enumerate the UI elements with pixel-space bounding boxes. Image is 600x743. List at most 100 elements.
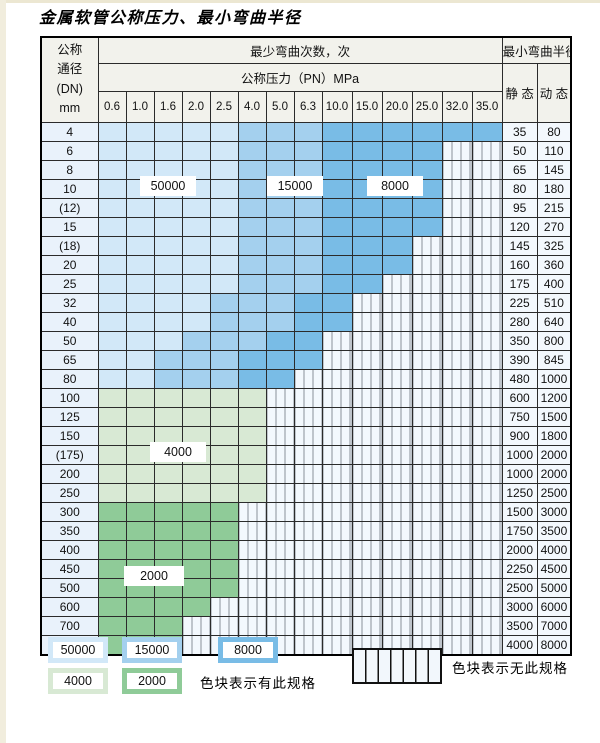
legend-swatch-50000: 50000 xyxy=(48,637,108,663)
pressure-column-header: 15.0 xyxy=(351,90,383,123)
spec-cell xyxy=(381,254,413,275)
no-spec-cell xyxy=(293,501,323,522)
dynamic-radius-cell: 400 xyxy=(536,273,572,294)
dn-cell: 80 xyxy=(40,368,99,389)
spec-cell xyxy=(351,121,383,142)
no-spec-cell xyxy=(351,520,383,541)
spec-cell xyxy=(209,159,239,180)
no-spec-cell xyxy=(411,368,443,389)
dynamic-radius-cell: 8000 xyxy=(536,634,572,655)
spec-cell xyxy=(181,235,211,256)
spec-cell xyxy=(209,349,239,370)
static-radius-cell: 900 xyxy=(501,425,538,446)
table-row: 100 600 1200 xyxy=(40,387,572,408)
static-radius-cell: 65 xyxy=(501,159,538,180)
spec-cell xyxy=(265,235,295,256)
no-spec-cell xyxy=(181,634,211,655)
spec-cell xyxy=(97,615,127,636)
spec-cell xyxy=(181,539,211,560)
no-spec-cell xyxy=(351,444,383,465)
no-spec-cell xyxy=(411,235,443,256)
no-spec-cell xyxy=(265,520,295,541)
pressure-column-header: 2.0 xyxy=(181,90,211,123)
pressure-column-header: 10.0 xyxy=(321,90,353,123)
no-spec-cell xyxy=(293,482,323,503)
no-spec-cell xyxy=(293,463,323,484)
spec-cell xyxy=(97,311,127,332)
table-row: 6 50 110 xyxy=(40,140,572,161)
spec-cell xyxy=(209,311,239,332)
table-row: 40 280 640 xyxy=(40,311,572,332)
no-spec-cell xyxy=(411,577,443,598)
no-spec-cell xyxy=(237,558,267,579)
dynamic-radius-cell: 2500 xyxy=(536,482,572,503)
table-row: 4 35 80 xyxy=(40,121,572,142)
spec-table: 公称 通径 (DN) mm 最少弯曲次数，次 最小弯曲半径 公称压力（PN）MP… xyxy=(40,36,573,656)
spec-cell xyxy=(97,235,127,256)
dynamic-radius-cell: 5000 xyxy=(536,577,572,598)
pressure-column-header: 4.0 xyxy=(237,90,267,123)
dynamic-radius-cell: 1800 xyxy=(536,425,572,446)
spec-cell xyxy=(97,178,127,199)
static-radius-cell: 750 xyxy=(501,406,538,427)
no-spec-cell xyxy=(411,292,443,313)
spec-cell xyxy=(97,425,127,446)
spec-cell xyxy=(381,121,413,142)
spec-cell xyxy=(411,216,443,237)
static-radius-cell: 2500 xyxy=(501,577,538,598)
dynamic-radius-cell: 215 xyxy=(536,197,572,218)
spec-cell xyxy=(321,140,353,161)
static-radius-cell: 1000 xyxy=(501,463,538,484)
no-spec-cell xyxy=(351,463,383,484)
dn-cell: 15 xyxy=(40,216,99,237)
spec-cell xyxy=(321,273,353,294)
dynamic-radius-cell: 325 xyxy=(536,235,572,256)
spec-cell xyxy=(125,406,155,427)
no-spec-cell xyxy=(471,292,503,313)
no-spec-cell xyxy=(381,311,413,332)
dynamic-radius-cell: 270 xyxy=(536,216,572,237)
spec-cell xyxy=(293,235,323,256)
static-radius-cell: 1500 xyxy=(501,501,538,522)
spec-cell xyxy=(209,520,239,541)
spec-cell xyxy=(441,121,473,142)
no-spec-cell xyxy=(471,216,503,237)
spec-cell xyxy=(125,216,155,237)
dn-cell: 250 xyxy=(40,482,99,503)
dynamic-header: 动 态 xyxy=(536,62,572,123)
dynamic-radius-cell: 845 xyxy=(536,349,572,370)
static-radius-cell: 1000 xyxy=(501,444,538,465)
no-spec-cell xyxy=(441,387,473,408)
no-spec-cell xyxy=(471,311,503,332)
spec-cell xyxy=(237,197,267,218)
no-spec-cell xyxy=(471,501,503,522)
no-spec-cell xyxy=(381,273,413,294)
no-spec-cell xyxy=(265,558,295,579)
spec-cell xyxy=(125,273,155,294)
page-title: 金属软管公称压力、最小弯曲半径 xyxy=(39,8,302,27)
spec-cell xyxy=(153,235,183,256)
spec-cell xyxy=(237,406,267,427)
table-row: 32 225 510 xyxy=(40,292,572,313)
spec-cell xyxy=(209,254,239,275)
static-radius-cell: 350 xyxy=(501,330,538,351)
no-spec-cell xyxy=(471,159,503,180)
spec-cell xyxy=(265,140,295,161)
table-row: 400 2000 4000 xyxy=(40,539,572,560)
no-spec-cell xyxy=(265,482,295,503)
spec-cell xyxy=(411,140,443,161)
spec-cell xyxy=(209,406,239,427)
no-spec-cell xyxy=(351,482,383,503)
no-spec-cell xyxy=(321,615,353,636)
dynamic-radius-cell: 145 xyxy=(536,159,572,180)
table-row: (18) 145 325 xyxy=(40,235,572,256)
dynamic-radius-cell: 3000 xyxy=(536,501,572,522)
spec-cell xyxy=(351,235,383,256)
no-spec-cell xyxy=(321,520,353,541)
spec-cell xyxy=(237,140,267,161)
spec-cell xyxy=(125,197,155,218)
dn-cell: 400 xyxy=(40,539,99,560)
spec-cell xyxy=(181,387,211,408)
spec-cell xyxy=(293,197,323,218)
no-spec-cell xyxy=(293,558,323,579)
